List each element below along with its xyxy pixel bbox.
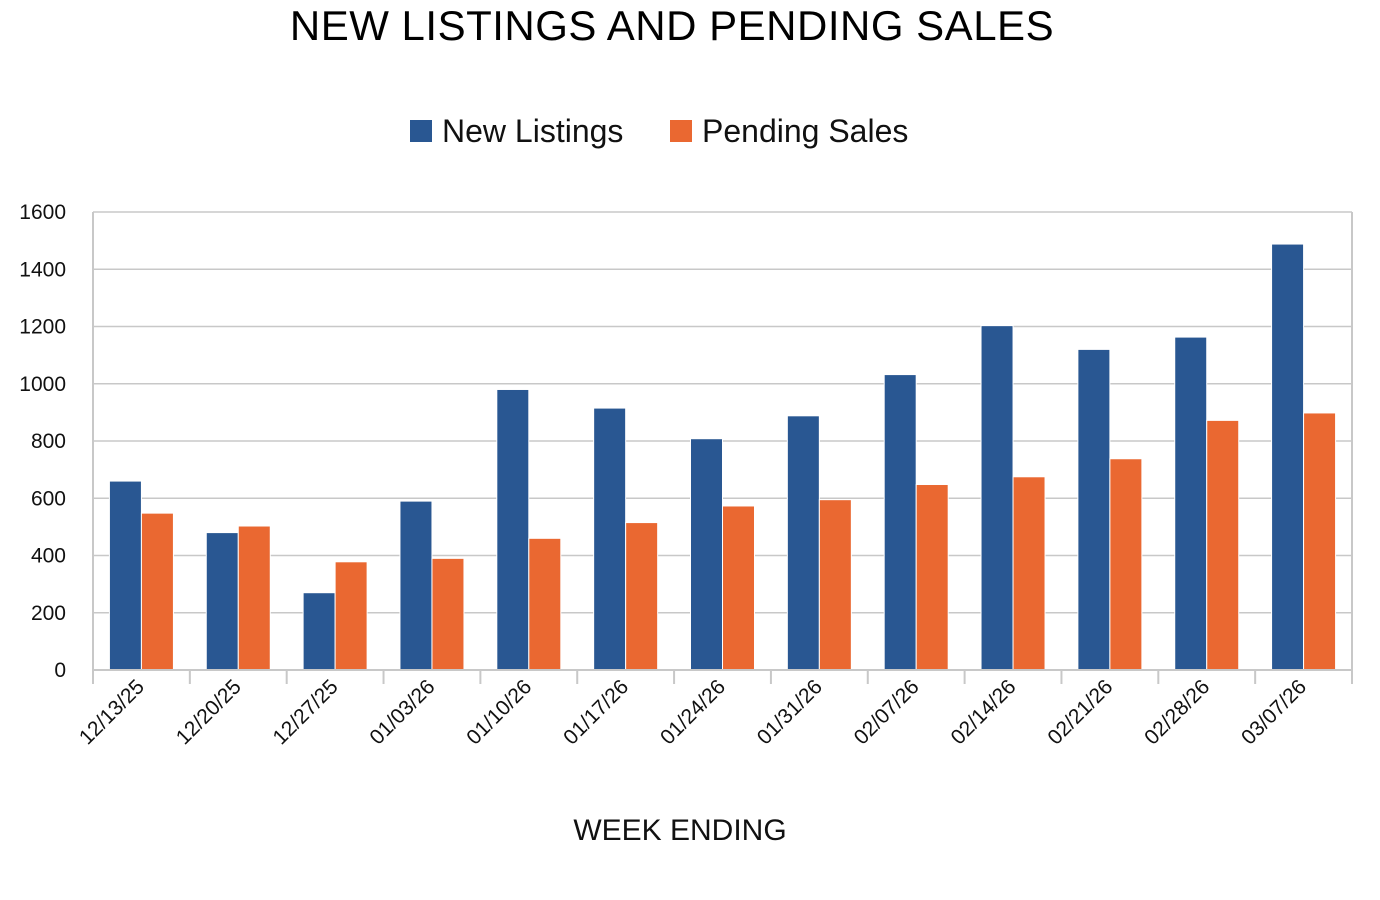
y-tick-label: 1400 bbox=[19, 258, 66, 281]
bar-new-listings bbox=[108, 480, 142, 671]
y-axis-ticks: 0 200 400 600 800 1000 1200 1400 1600 bbox=[19, 201, 66, 682]
bar-pending-sales bbox=[1303, 412, 1337, 671]
x-tick-label: 02/14/26 bbox=[947, 675, 1021, 749]
x-tick-label: 01/24/26 bbox=[656, 675, 730, 749]
bar-pending-sales bbox=[818, 499, 852, 671]
x-tick-label: 01/10/26 bbox=[462, 675, 536, 749]
y-tick-label: 800 bbox=[31, 430, 66, 453]
bar-pending-sales bbox=[625, 522, 659, 671]
bar-new-listings bbox=[205, 532, 239, 671]
y-tick-label: 600 bbox=[31, 487, 66, 510]
bar-pending-sales bbox=[1012, 476, 1046, 671]
y-tick-label: 0 bbox=[54, 659, 66, 682]
x-axis-ticks: 12/13/25 12/20/25 12/27/25 01/03/26 01/10/26… bbox=[75, 670, 1353, 749]
bar-new-listings bbox=[786, 415, 820, 671]
axes bbox=[92, 212, 1353, 671]
x-tick-label: 12/13/25 bbox=[75, 675, 149, 749]
x-axis-label: WEEK ENDING bbox=[573, 814, 786, 847]
legend-label: Pending Sales bbox=[702, 113, 908, 149]
bar-pending-sales bbox=[528, 537, 562, 671]
bar-pending-sales bbox=[334, 561, 368, 671]
bar-new-listings bbox=[883, 374, 917, 671]
chart-title: NEW LISTINGS AND PENDING SALES bbox=[289, 2, 1055, 49]
legend: New Listings Pending Sales bbox=[410, 113, 908, 149]
bar-new-listings bbox=[496, 388, 530, 671]
bar-new-listings bbox=[593, 407, 627, 671]
x-tick-label: 02/28/26 bbox=[1140, 675, 1214, 749]
y-tick-label: 400 bbox=[31, 545, 66, 568]
x-tick-label: 12/20/25 bbox=[172, 675, 246, 749]
bar-new-listings bbox=[1174, 336, 1208, 671]
legend-swatch bbox=[670, 120, 692, 142]
bar-new-listings bbox=[1271, 243, 1305, 671]
y-tick-label: 1200 bbox=[19, 316, 66, 339]
bar-new-listings bbox=[690, 438, 723, 671]
x-tick-label: 01/31/26 bbox=[753, 675, 827, 749]
x-tick-label: 12/27/25 bbox=[269, 675, 343, 749]
x-tick-label: 03/07/26 bbox=[1237, 675, 1311, 749]
y-tick-label: 200 bbox=[31, 602, 66, 625]
x-tick-label: 02/07/26 bbox=[850, 675, 924, 749]
legend-label: New Listings bbox=[442, 113, 623, 149]
bar-new-listings bbox=[980, 325, 1014, 671]
bar-pending-sales bbox=[237, 525, 271, 671]
bar-new-listings bbox=[399, 500, 433, 671]
bars bbox=[108, 243, 1337, 671]
bar-new-listings bbox=[302, 592, 336, 671]
x-tick-label: 02/21/26 bbox=[1043, 675, 1117, 749]
y-tick-label: 1000 bbox=[19, 373, 66, 396]
bar-pending-sales bbox=[722, 505, 755, 671]
bar-pending-sales bbox=[1109, 458, 1143, 671]
y-tick-label: 1600 bbox=[19, 201, 66, 224]
bar-new-listings bbox=[1077, 348, 1111, 671]
bar-pending-sales bbox=[915, 484, 949, 671]
bar-pending-sales bbox=[431, 557, 465, 671]
bar-pending-sales bbox=[1206, 419, 1240, 671]
x-tick-label: 01/17/26 bbox=[559, 675, 633, 749]
x-tick-label: 01/03/26 bbox=[365, 675, 439, 749]
bar-pending-sales bbox=[140, 512, 174, 671]
legend-swatch bbox=[410, 120, 432, 142]
